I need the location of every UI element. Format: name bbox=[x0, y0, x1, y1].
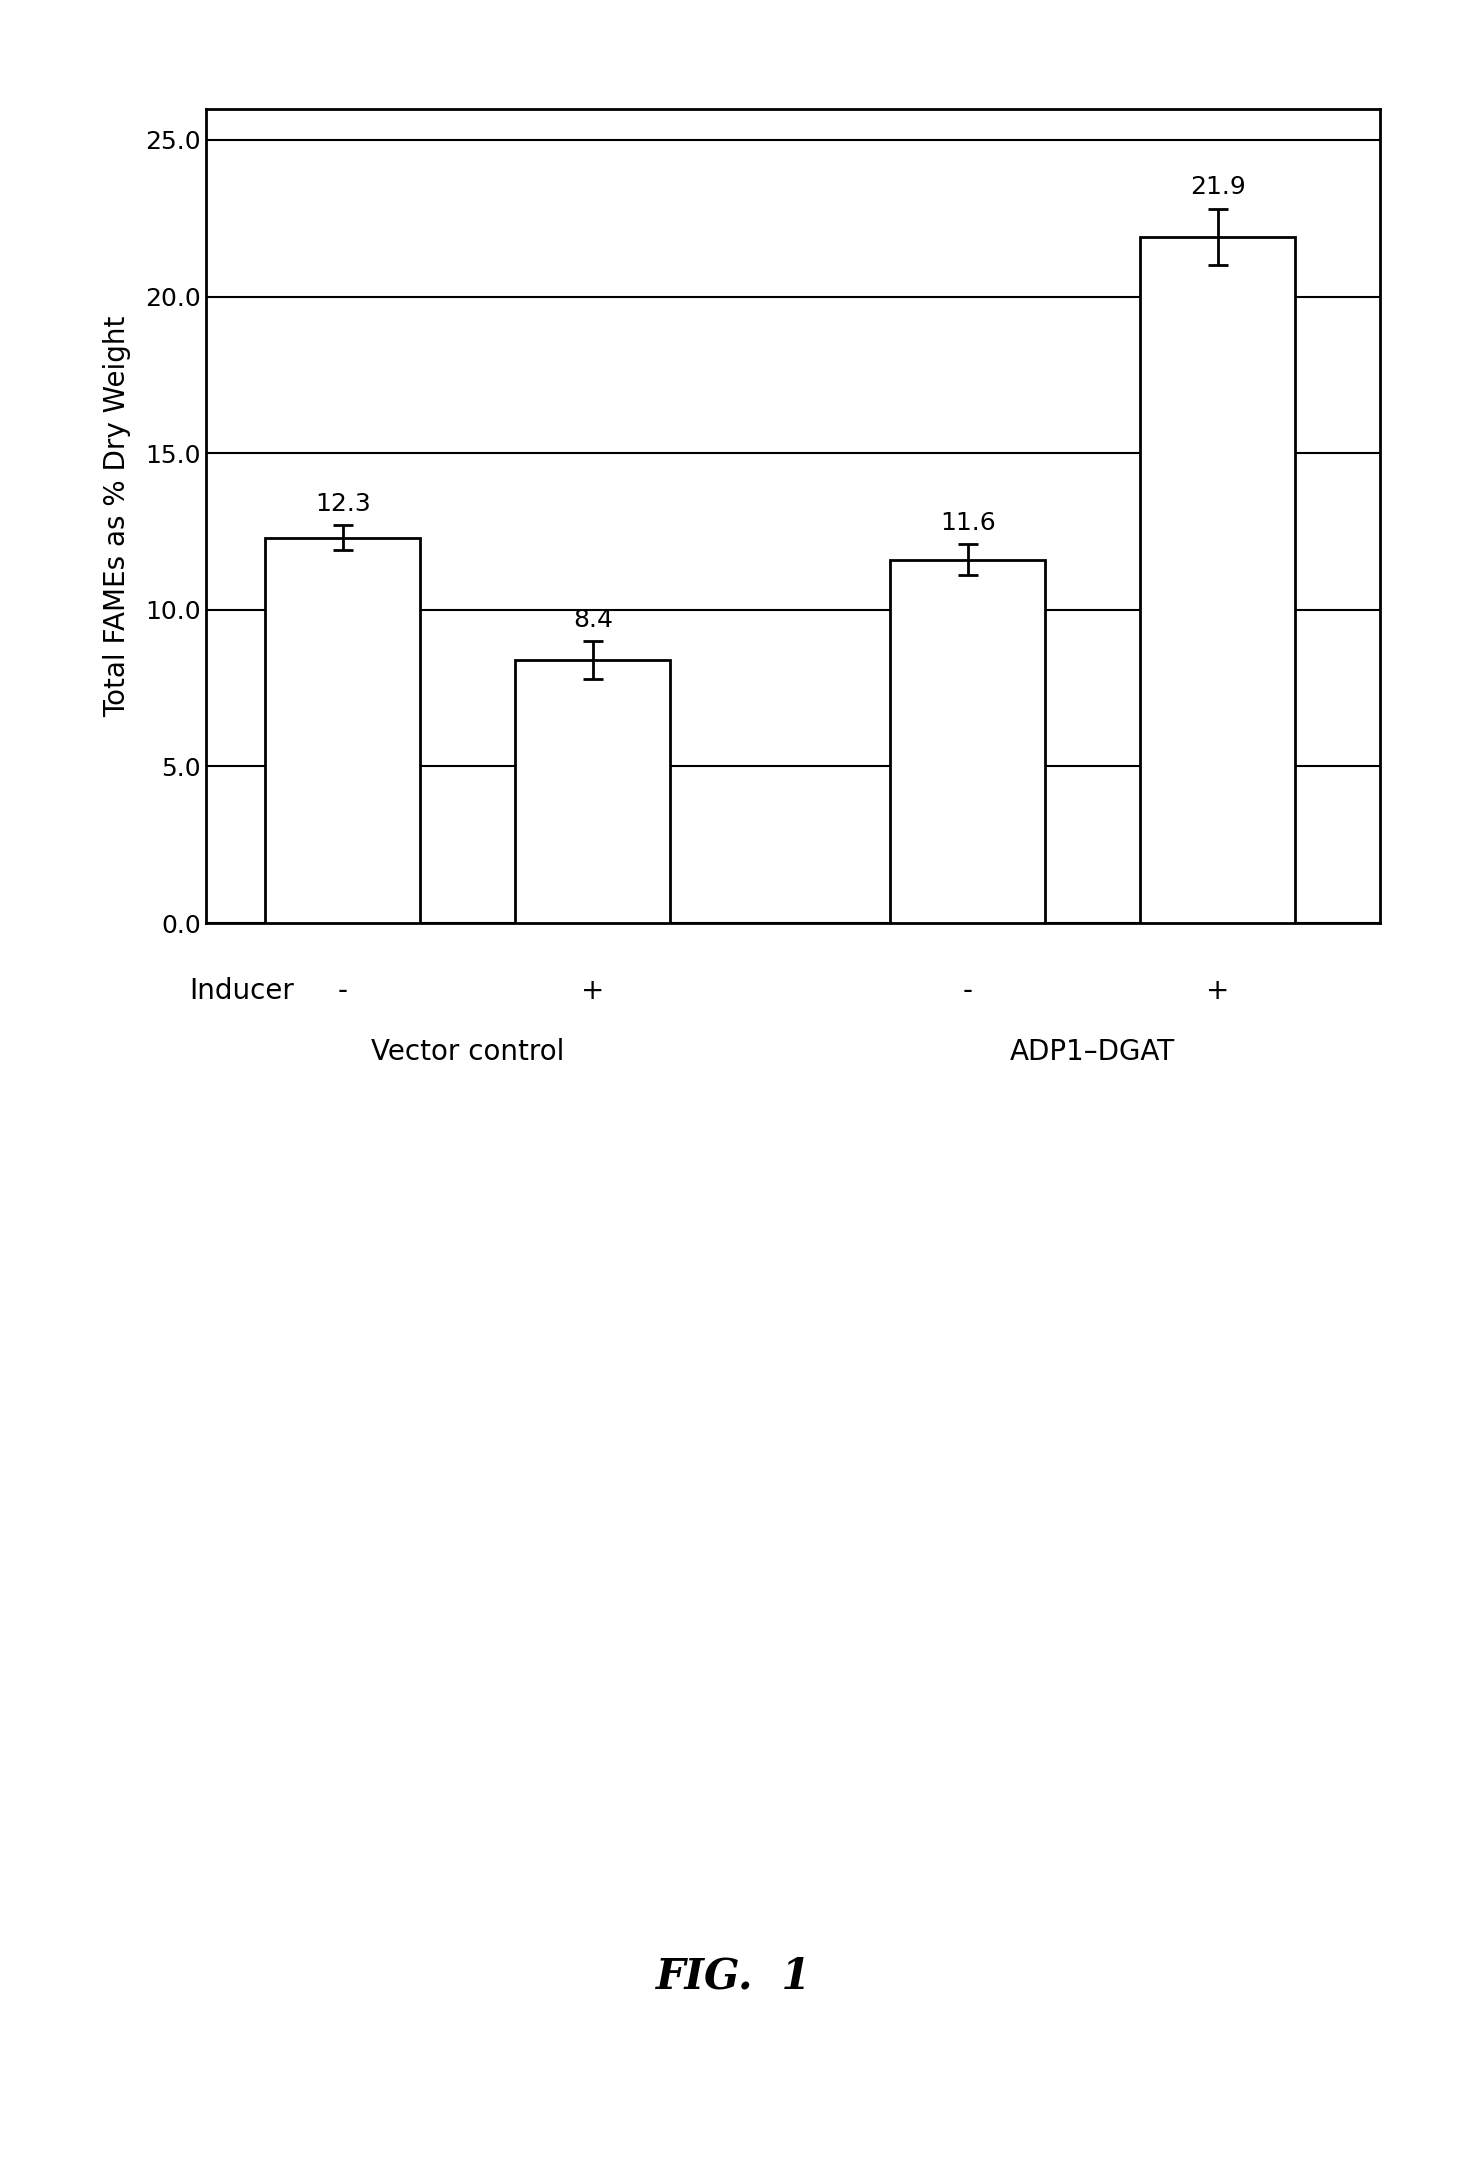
Text: -: - bbox=[963, 977, 973, 1006]
Text: 11.6: 11.6 bbox=[940, 510, 995, 534]
Text: ADP1–DGAT: ADP1–DGAT bbox=[1010, 1038, 1174, 1066]
Text: Inducer: Inducer bbox=[189, 977, 294, 1006]
Text: +: + bbox=[581, 977, 605, 1006]
Text: 8.4: 8.4 bbox=[573, 608, 612, 632]
Text: Vector control: Vector control bbox=[371, 1038, 565, 1066]
Y-axis label: Total FAMEs as % Dry Weight: Total FAMEs as % Dry Weight bbox=[103, 315, 131, 717]
Bar bbox=[515, 660, 671, 923]
Text: -: - bbox=[338, 977, 348, 1006]
Text: FIG.  1: FIG. 1 bbox=[656, 1955, 812, 1998]
Bar bbox=[266, 539, 420, 923]
Bar bbox=[890, 560, 1045, 923]
Bar bbox=[1141, 237, 1295, 923]
Text: 21.9: 21.9 bbox=[1189, 176, 1245, 200]
Text: +: + bbox=[1205, 977, 1229, 1006]
Text: 12.3: 12.3 bbox=[316, 491, 371, 515]
